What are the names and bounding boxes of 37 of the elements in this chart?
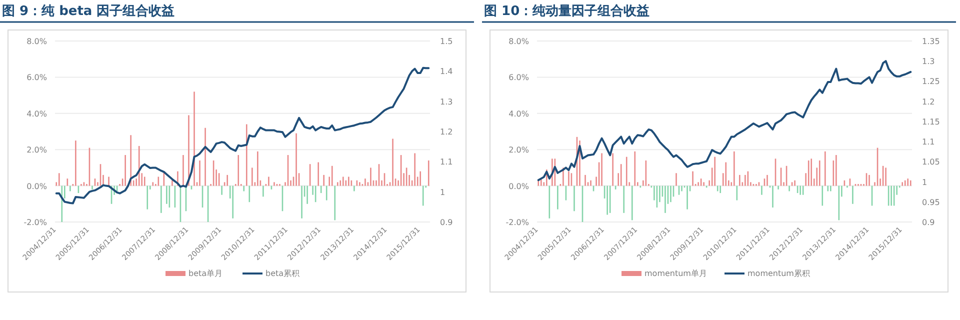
y2-tick-label: 1.2	[922, 97, 935, 106]
y2-tick-label: 1.1	[922, 138, 935, 147]
y-tick-label: 6.0%	[26, 73, 48, 82]
y2-tick-label: 1.25	[922, 77, 940, 86]
y2-tick-label: 1.4	[440, 67, 453, 76]
y-tick-label: 8.0%	[26, 37, 48, 46]
y-tick-label: 0.0%	[508, 182, 530, 191]
y-tick-label: 4.0%	[508, 109, 530, 118]
y2-tick-label: 1.3	[440, 97, 453, 106]
y-tick-label: 2.0%	[26, 146, 48, 155]
legend-label: momentum累积	[748, 269, 810, 278]
legend-label: momentum单月	[644, 269, 707, 278]
y-tick-label: 8.0%	[508, 37, 530, 46]
y-tick-label: 0.0%	[26, 182, 48, 191]
y2-tick-label: 1.5	[440, 37, 453, 46]
legend-label: beta单月	[188, 269, 223, 278]
y2-tick-label: 1.3	[922, 57, 935, 66]
y-tick-label: 2.0%	[508, 146, 530, 155]
y2-tick-label: 1.1	[440, 158, 453, 167]
line-series	[55, 66, 430, 204]
legend-label: beta累积	[266, 269, 300, 278]
y2-tick-label: 0.95	[922, 198, 940, 207]
line-series	[537, 60, 912, 182]
y-tick-label: 6.0%	[508, 73, 530, 82]
y2-tick-label: 1.05	[922, 158, 940, 167]
y2-tick-label: 1	[440, 188, 446, 197]
y2-tick-label: 1.2	[440, 128, 453, 136]
y-tick-label: 4.0%	[26, 109, 48, 118]
chart-title: 图 9：纯 beta 因子组合收益	[2, 3, 175, 19]
chart-title: 图 10：纯动量因子组合收益	[484, 3, 650, 19]
y2-tick-label: 1.15	[922, 117, 940, 126]
y-tick-label: -2.0%	[506, 218, 530, 227]
y2-tick-label: 1	[922, 178, 928, 187]
y2-tick-label: 0.9	[440, 218, 453, 227]
y2-tick-label: 0.9	[922, 218, 935, 227]
y-tick-label: -2.0%	[24, 218, 48, 227]
y2-tick-label: 1.35	[922, 37, 940, 46]
